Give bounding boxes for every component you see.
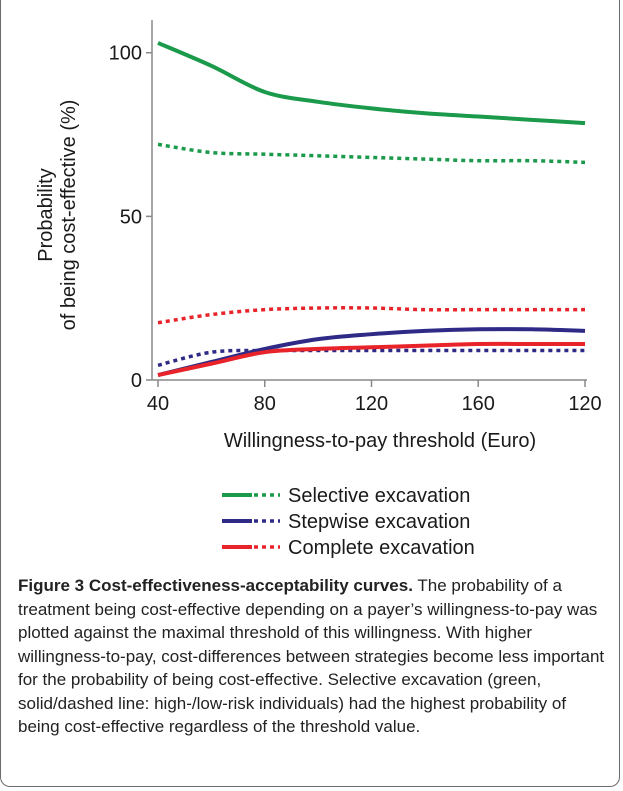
x-tick-label: 120	[355, 393, 388, 415]
x-tick-label: 80	[254, 393, 276, 415]
series-lines	[157, 41, 586, 378]
x-tick-label: 40	[147, 393, 169, 415]
chart-axes	[151, 20, 587, 381]
complete-solid-line	[157, 341, 585, 378]
y-ticks: 0 50 100	[109, 43, 152, 392]
y-axis-label-line2: of being cost-effective (%)	[58, 100, 80, 331]
y-axis-label-line1: Probability	[35, 168, 57, 261]
complete-dashed-line	[157, 306, 585, 325]
x-tick-label: 160	[462, 393, 495, 415]
legend: Selective excavation Stepwise excavation C…	[222, 485, 475, 559]
figure-caption: Figure 3 Cost-effectiveness-acceptabilit…	[18, 574, 608, 739]
caption-body: The probability of a treatment being cos…	[18, 576, 605, 736]
y-tick-label: 100	[109, 43, 142, 65]
x-tick-label: 120	[568, 393, 601, 415]
chart: 0 50 100 40 80 120 160 120 Probability of bein…	[35, 20, 602, 559]
x-ticks: 40 80 120 160 120	[147, 380, 602, 415]
x-axis-label: Willingness-to-pay threshold (Euro)	[224, 430, 536, 452]
legend-label: Stepwise excavation	[288, 511, 470, 533]
caption-title: Figure 3 Cost-effectiveness-acceptabilit…	[18, 576, 413, 595]
legend-label: Complete excavation	[288, 537, 475, 559]
y-tick-label: 50	[120, 206, 142, 228]
selective-dashed-line	[157, 142, 586, 165]
y-tick-label: 0	[131, 370, 142, 392]
legend-label: Selective excavation	[288, 485, 470, 507]
selective-solid-line	[157, 41, 586, 126]
